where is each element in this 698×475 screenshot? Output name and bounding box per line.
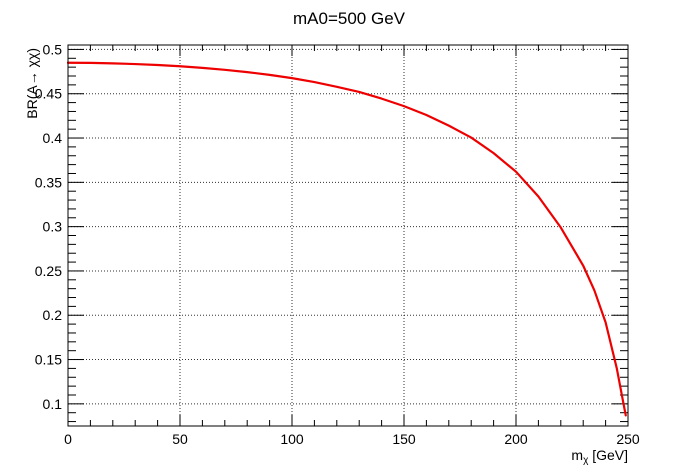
data-point	[269, 74, 271, 76]
x-tick-label: 0	[64, 431, 72, 447]
data-point	[381, 98, 383, 100]
x-tick-label: 100	[280, 431, 304, 447]
data-point	[582, 265, 584, 267]
data-point	[201, 67, 203, 69]
data-point	[157, 64, 159, 66]
grid	[68, 45, 628, 426]
data-point	[515, 171, 517, 173]
data-point	[605, 321, 607, 323]
data-point	[493, 152, 495, 154]
data-point	[134, 63, 136, 65]
y-tick-label: 0.45	[35, 86, 62, 102]
data-point	[89, 62, 91, 64]
data-point	[593, 289, 596, 292]
data-point	[470, 136, 472, 139]
y-tick-label: 0.5	[43, 41, 63, 57]
data-point	[425, 114, 427, 116]
y-tick-label: 0.15	[35, 352, 62, 368]
chart-title: mA0=500 GeV	[293, 9, 406, 28]
x-tick-label: 200	[504, 431, 528, 447]
data-point	[448, 125, 450, 127]
data-point	[358, 91, 360, 93]
data-point	[625, 414, 627, 416]
plot-frame	[67, 44, 629, 427]
data-point	[537, 195, 540, 198]
tick-labels: 0 50 100 150 200 250 0.1 0.15 0.2 0.25 0.3 0.35 0.4 0…	[35, 41, 640, 447]
x-axis-label: mχ [GeV]	[571, 447, 628, 466]
y-tick-label: 0.4	[43, 130, 63, 146]
y-tick-label: 0.2	[43, 307, 63, 323]
data-point	[560, 226, 562, 229]
y-tick-label: 0.1	[43, 396, 63, 412]
data-point	[403, 105, 405, 107]
axis-ticks	[67, 45, 629, 426]
data-point	[622, 403, 625, 405]
data-point	[179, 65, 181, 67]
series-layer	[66, 61, 627, 417]
data-point	[336, 86, 338, 88]
series-line	[66, 61, 627, 417]
data-point	[291, 77, 293, 79]
y-axis-label: BR(A→ χχ)	[24, 48, 40, 119]
data-point	[616, 367, 618, 370]
data-point	[246, 71, 248, 73]
y-tick-label: 0.25	[35, 263, 62, 279]
y-tick-label: 0.3	[43, 219, 63, 235]
y-tick-label: 0.35	[35, 174, 62, 190]
data-point	[224, 69, 226, 71]
data-point	[112, 62, 114, 64]
x-tick-label: 150	[392, 431, 416, 447]
x-tick-label: 50	[172, 431, 188, 447]
data-point	[313, 81, 315, 83]
x-tick-label: 250	[616, 431, 640, 447]
